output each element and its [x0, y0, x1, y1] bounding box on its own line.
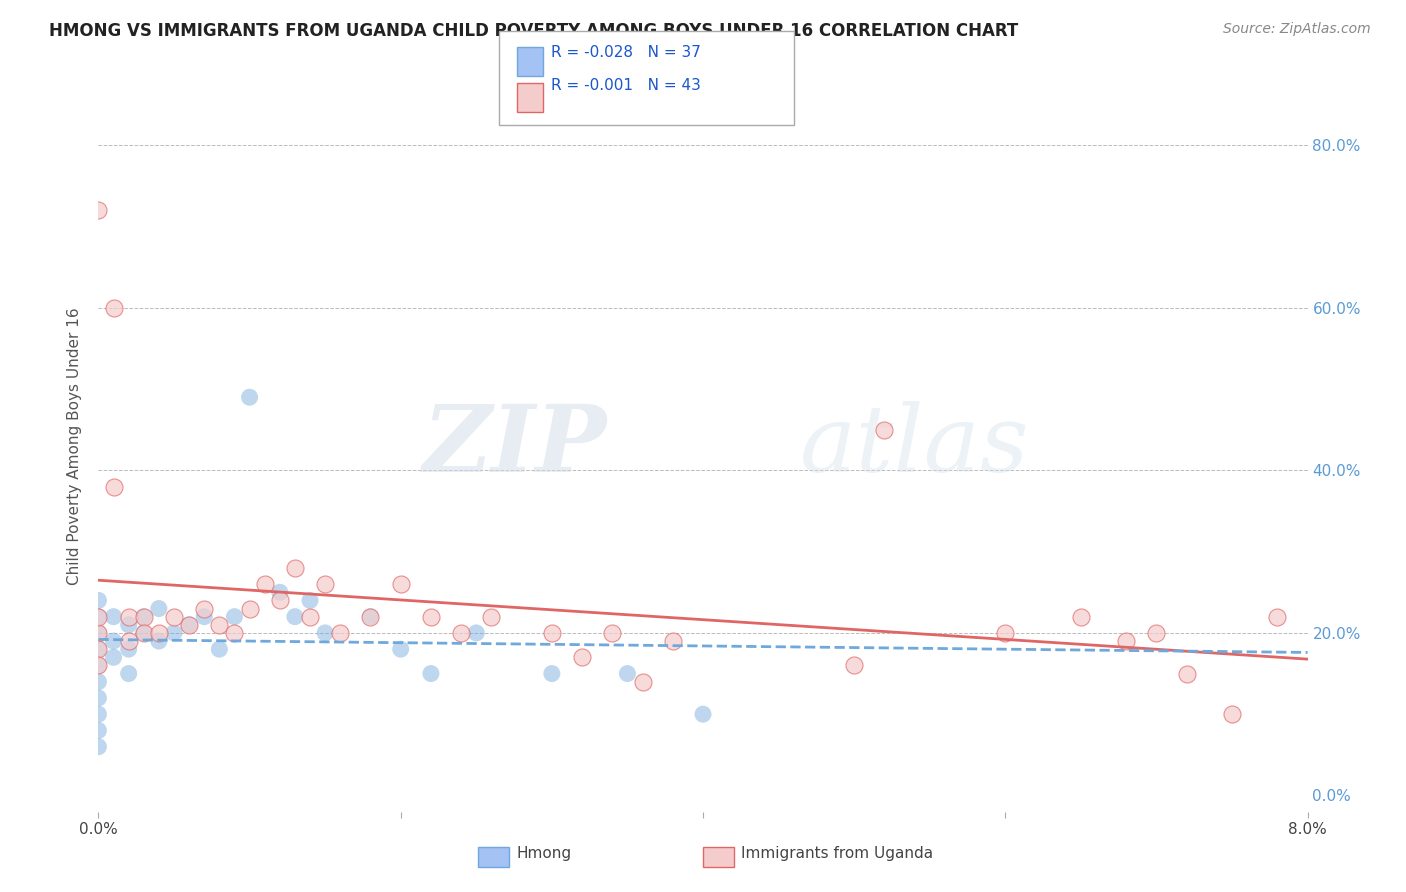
Point [389, 642, 412, 657]
Point [87, 658, 110, 673]
Point [87, 690, 110, 705]
Point [103, 609, 125, 624]
Point [87, 674, 110, 689]
Point [389, 577, 412, 591]
Text: Hmong: Hmong [516, 846, 571, 861]
Point [224, 626, 246, 640]
Text: ZIP: ZIP [422, 401, 606, 491]
Point [87, 642, 110, 657]
Point [465, 626, 488, 640]
Point [631, 674, 654, 689]
Point [602, 626, 624, 640]
Y-axis label: Child Poverty Among Boys Under 16: Child Poverty Among Boys Under 16 [67, 307, 83, 585]
Point [103, 634, 125, 648]
Point [540, 666, 562, 681]
Point [87, 609, 110, 624]
Point [118, 609, 141, 624]
Text: R = -0.001   N = 43: R = -0.001 N = 43 [551, 78, 702, 93]
Point [87, 203, 110, 218]
Point [481, 609, 503, 624]
Point [1175, 666, 1198, 681]
Point [148, 634, 170, 648]
Point [87, 609, 110, 624]
Point [329, 626, 352, 640]
Point [87, 723, 110, 738]
Point [1267, 609, 1289, 624]
Point [163, 609, 186, 624]
Point [103, 650, 125, 665]
Point [148, 626, 170, 640]
Point [118, 666, 141, 681]
Point [132, 609, 155, 624]
Point [132, 626, 155, 640]
Point [420, 609, 443, 624]
Point [193, 609, 215, 624]
Point [360, 609, 382, 624]
Point [239, 601, 262, 615]
Point [661, 634, 683, 648]
Point [87, 626, 110, 640]
Text: Source: ZipAtlas.com: Source: ZipAtlas.com [1223, 22, 1371, 37]
Point [314, 577, 336, 591]
Point [163, 626, 186, 640]
Point [1146, 626, 1168, 640]
Text: R = -0.028   N = 37: R = -0.028 N = 37 [551, 45, 702, 60]
Point [299, 593, 322, 607]
Point [132, 609, 155, 624]
Point [269, 593, 291, 607]
Point [193, 601, 215, 615]
Point [87, 642, 110, 657]
Point [450, 626, 472, 640]
Point [87, 626, 110, 640]
Point [87, 593, 110, 607]
Point [103, 480, 125, 494]
Point [103, 301, 125, 315]
Point [692, 707, 714, 722]
Point [299, 609, 322, 624]
Point [87, 658, 110, 673]
Point [994, 626, 1017, 640]
Point [118, 634, 141, 648]
Point [540, 626, 562, 640]
Point [208, 617, 231, 632]
Text: atlas: atlas [800, 401, 1029, 491]
Point [269, 585, 291, 599]
Text: Immigrants from Uganda: Immigrants from Uganda [741, 846, 934, 861]
Point [420, 666, 443, 681]
Point [87, 707, 110, 722]
Point [87, 739, 110, 754]
Point [571, 650, 593, 665]
Text: HMONG VS IMMIGRANTS FROM UGANDA CHILD POVERTY AMONG BOYS UNDER 16 CORRELATION CH: HMONG VS IMMIGRANTS FROM UGANDA CHILD PO… [49, 22, 1018, 40]
Point [314, 626, 336, 640]
Point [208, 642, 231, 657]
Point [179, 617, 201, 632]
Point [616, 666, 638, 681]
Point [132, 626, 155, 640]
Point [148, 601, 170, 615]
Point [118, 642, 141, 657]
Point [844, 658, 866, 673]
Point [284, 561, 307, 575]
Point [284, 609, 307, 624]
Point [1115, 634, 1137, 648]
Point [118, 617, 141, 632]
Point [360, 609, 382, 624]
Point [239, 390, 262, 404]
Point [1070, 609, 1092, 624]
Point [179, 617, 201, 632]
Point [253, 577, 276, 591]
Point [224, 609, 246, 624]
Point [873, 423, 896, 437]
Point [1220, 707, 1243, 722]
